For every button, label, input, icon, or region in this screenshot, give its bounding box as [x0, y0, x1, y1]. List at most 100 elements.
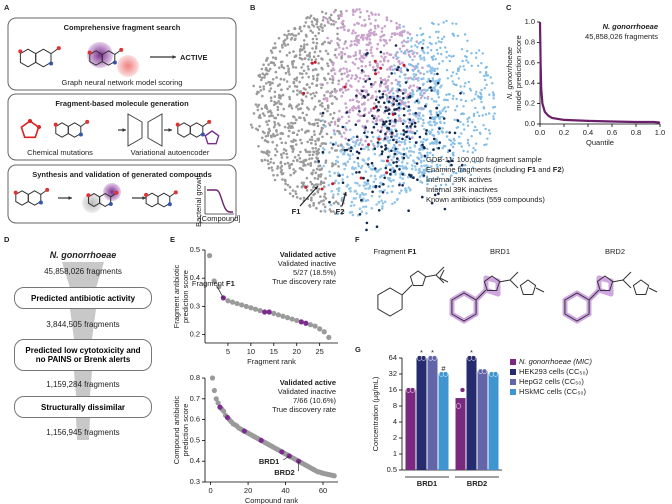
tsne-point — [280, 113, 283, 117]
tsne-point — [263, 139, 267, 142]
tsne-point — [260, 158, 264, 162]
tsne-point — [338, 46, 341, 49]
bar — [488, 374, 499, 470]
tsne-point — [442, 21, 445, 24]
tsne-point — [291, 150, 295, 153]
tsne-point — [488, 132, 492, 135]
tsne-point — [401, 184, 404, 187]
tsne-point — [268, 83, 272, 86]
tsne-point — [274, 70, 278, 74]
tsne-point — [436, 176, 439, 179]
tsne-point — [441, 115, 444, 119]
tsne-point — [268, 89, 271, 93]
tsne-point — [323, 205, 327, 209]
tsne-point — [340, 51, 344, 54]
tsne-point — [463, 33, 467, 36]
tsne-point — [384, 147, 388, 150]
tsne-point — [300, 98, 304, 102]
arrow-head — [122, 128, 126, 132]
tsne-point — [382, 44, 386, 47]
tsne-point — [420, 156, 423, 159]
tsne-point — [287, 67, 291, 70]
tsne-point — [404, 50, 407, 53]
tsne-point — [351, 13, 355, 16]
tsne-point — [406, 162, 409, 165]
x-axis-label: Quantile — [586, 138, 614, 147]
tsne-point — [405, 190, 408, 194]
tsne-point — [392, 178, 395, 182]
tsne-point — [332, 68, 336, 72]
tsne-point — [302, 63, 305, 66]
tsne-point — [400, 152, 403, 156]
tsne-point — [424, 132, 428, 135]
count: 45,858,026 fragments — [44, 267, 122, 276]
tsne-point — [330, 190, 334, 193]
tsne-point — [314, 47, 318, 50]
tsne-point — [386, 147, 390, 151]
tsne-point — [312, 55, 316, 58]
tsne-point — [329, 203, 333, 207]
y-tick-label: 0.4 — [190, 273, 200, 282]
tsne-point — [426, 147, 429, 150]
tsne-point — [436, 165, 439, 169]
tsne-point — [398, 140, 401, 143]
tsne-point — [400, 141, 403, 144]
tsne-point — [328, 41, 332, 45]
tsne-point — [285, 80, 289, 83]
tsne-point — [270, 111, 273, 115]
tsne-point — [385, 171, 389, 175]
tsne-point — [297, 129, 301, 133]
x-tick-label: 0.0 — [535, 128, 545, 137]
tsne-point — [269, 109, 272, 113]
tsne-point — [368, 77, 371, 81]
tsne-point — [371, 190, 374, 194]
tsne-point — [364, 80, 367, 83]
tsne-point — [350, 137, 353, 141]
tsne-point — [303, 118, 307, 122]
tsne-point — [280, 131, 284, 135]
tsne-point — [364, 139, 367, 143]
tsne-point — [336, 27, 339, 30]
tsne-point — [363, 108, 366, 112]
tsne-point — [387, 127, 391, 131]
tsne-point — [460, 170, 464, 173]
tsne-point — [319, 25, 322, 28]
tsne-point — [362, 85, 365, 89]
tsne-point — [372, 106, 376, 110]
tsne-point — [351, 32, 354, 35]
arrow-head — [172, 55, 176, 59]
tsne-point — [475, 90, 478, 94]
tsne-point — [279, 77, 283, 81]
tsne-point — [359, 138, 363, 141]
tsne-point — [412, 78, 415, 81]
tsne-point — [344, 40, 347, 43]
stroke — [648, 287, 658, 293]
tsne-point — [412, 159, 415, 162]
tsne-point — [304, 185, 308, 189]
tsne-point — [276, 108, 280, 112]
tsne-point — [383, 78, 387, 81]
tsne-point — [299, 197, 302, 200]
tsne-point — [466, 120, 470, 123]
tsne-point — [491, 91, 495, 94]
tsne-point — [492, 97, 495, 100]
y-tick-label: 2 — [393, 433, 397, 442]
funnel — [70, 309, 96, 339]
tsne-point — [456, 126, 460, 129]
tsne-point — [312, 77, 315, 81]
box-title: Synthesis and validation of generated co… — [32, 170, 212, 179]
tsne-point — [451, 71, 455, 74]
tsne-point — [298, 50, 302, 53]
tsne-point — [392, 97, 396, 101]
tsne-point — [289, 144, 293, 148]
tsne-point — [344, 137, 348, 140]
tsne-point — [415, 64, 418, 68]
tsne-point — [347, 138, 351, 142]
tsne-point — [376, 24, 380, 28]
tsne-point — [249, 123, 253, 127]
tsne-point — [312, 193, 315, 197]
tsne-point — [435, 140, 438, 143]
tsne-point — [399, 119, 403, 123]
tsne-point — [252, 84, 255, 88]
tsne-point — [329, 141, 333, 145]
